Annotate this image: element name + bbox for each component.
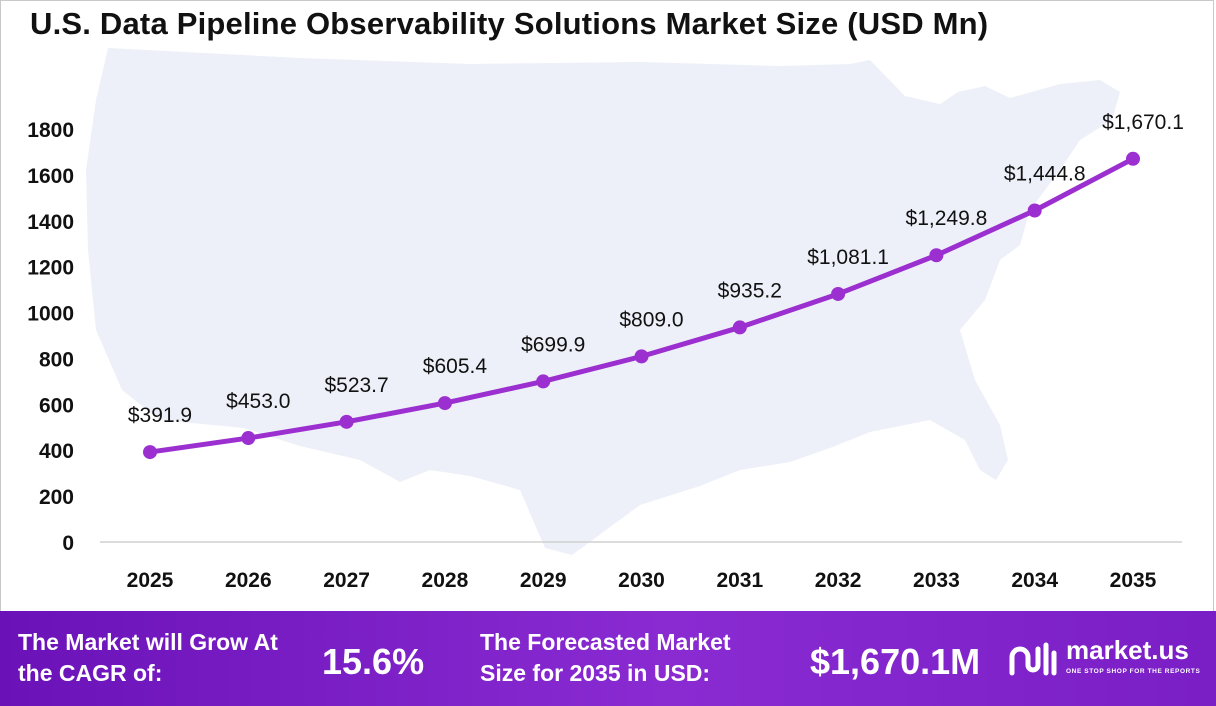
y-tick-label: 1400 — [27, 211, 74, 234]
y-tick-label: 400 — [39, 440, 74, 463]
x-tick-label: 2029 — [520, 569, 567, 592]
footer-banner: The Market will Grow At the CAGR of: 15.… — [0, 611, 1216, 706]
data-label: $699.9 — [521, 333, 585, 356]
data-point — [732, 320, 747, 335]
y-tick-label: 1800 — [27, 119, 74, 142]
data-point — [143, 445, 157, 460]
x-tick-label: 2031 — [716, 569, 763, 592]
data-point — [536, 374, 551, 389]
y-tick-label: 1600 — [27, 165, 74, 188]
x-tick-label: 2034 — [1011, 569, 1058, 592]
data-points — [143, 151, 1140, 460]
x-tick-label: 2028 — [422, 569, 469, 592]
data-point — [1126, 151, 1140, 166]
cagr-label: The Market will Grow At the CAGR of: — [18, 629, 278, 686]
chart-title: U.S. Data Pipeline Observability Solutio… — [30, 6, 989, 41]
data-label: $1,444.8 — [1004, 162, 1086, 185]
y-tick-label: 800 — [39, 348, 74, 371]
data-point — [339, 414, 354, 429]
x-tick-label: 2025 — [127, 569, 174, 592]
y-tick-label: 1000 — [27, 303, 74, 326]
forecast-value: $1,670.1M — [810, 641, 981, 682]
y-axis: 0 200 400 600 800 1000 1200 1400 1600 1800 — [27, 119, 74, 555]
x-tick-label: 2035 — [1110, 569, 1157, 592]
data-point — [929, 248, 944, 263]
data-point — [241, 431, 256, 446]
brand-name: market.us — [1066, 635, 1189, 665]
data-label: $1,249.8 — [906, 207, 988, 230]
cagr-value: 15.6% — [322, 641, 425, 682]
forecast-label: The Forecasted Market Size for 2035 in U… — [480, 629, 731, 686]
data-label: $1,670.1 — [1102, 111, 1184, 134]
x-tick-label: 2030 — [618, 569, 665, 592]
data-label: $935.2 — [718, 279, 782, 302]
data-point — [1027, 203, 1042, 218]
data-label: $605.4 — [423, 355, 488, 378]
data-label: $1,081.1 — [807, 246, 889, 269]
data-label: $391.9 — [128, 404, 192, 427]
data-label: $453.0 — [226, 390, 290, 413]
y-tick-label: 600 — [39, 394, 74, 417]
x-tick-label: 2027 — [323, 569, 370, 592]
data-label: $809.0 — [619, 308, 683, 331]
brand-tagline: ONE STOP SHOP FOR THE REPORTS — [1066, 668, 1201, 675]
data-point — [831, 286, 846, 301]
x-tick-label: 2032 — [815, 569, 862, 592]
y-tick-label: 200 — [39, 486, 74, 509]
x-axis: 2025 2026 2027 2028 2029 2030 2031 2032 2033 2034… — [127, 569, 1157, 592]
x-tick-label: 2026 — [225, 569, 272, 592]
brand-logo: market.us ONE STOP SHOP FOR THE REPORTS — [1006, 633, 1211, 683]
y-tick-label: 1200 — [27, 257, 74, 280]
us-map-silhouette — [86, 48, 1120, 555]
x-tick-label: 2033 — [913, 569, 960, 592]
data-labels: $391.9 $453.0 $523.7 $605.4 $699.9 $809.0 $935… — [128, 111, 1184, 427]
data-point — [437, 396, 452, 411]
data-label: $523.7 — [324, 374, 388, 397]
brand-logo-icon — [1009, 642, 1057, 676]
data-point — [634, 349, 649, 364]
y-tick-label: 0 — [62, 532, 74, 555]
